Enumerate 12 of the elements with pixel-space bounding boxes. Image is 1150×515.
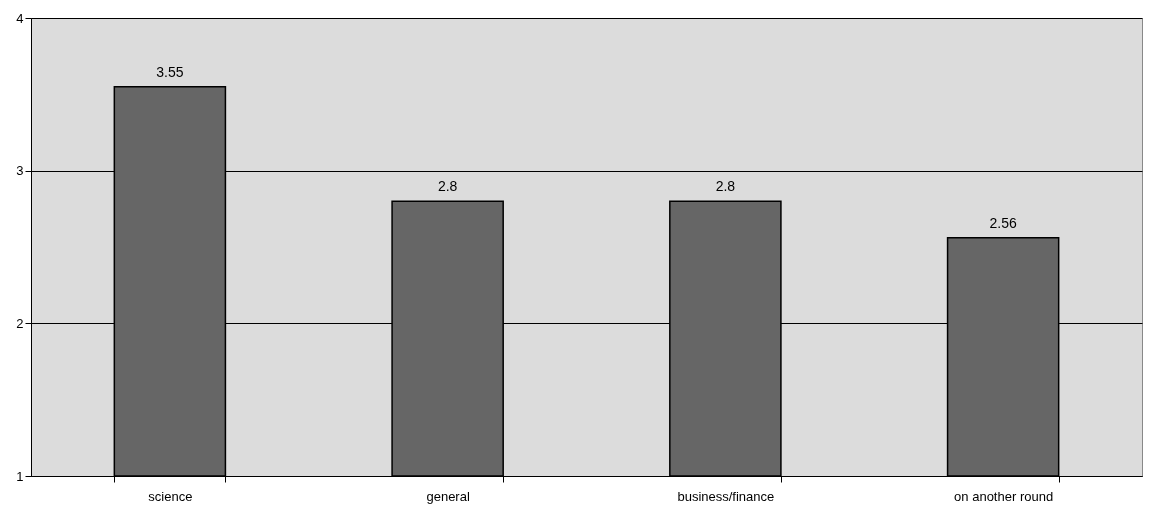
y-tick-label: 4	[16, 10, 24, 26]
data-label: 3.55	[156, 63, 184, 80]
x-tick-label: on another round	[954, 488, 1054, 504]
y-tick-label: 2	[16, 315, 24, 331]
x-tick-label: general	[426, 488, 470, 504]
y-tick-label: 3	[16, 163, 24, 179]
data-label: 2.8	[715, 178, 736, 195]
y-tick-label: 1	[16, 468, 24, 484]
x-tick-label: science	[148, 488, 193, 504]
data-label: 2.8	[437, 178, 458, 195]
data-label: 2.56	[989, 214, 1017, 231]
x-tick-label: business/finance	[677, 488, 775, 504]
